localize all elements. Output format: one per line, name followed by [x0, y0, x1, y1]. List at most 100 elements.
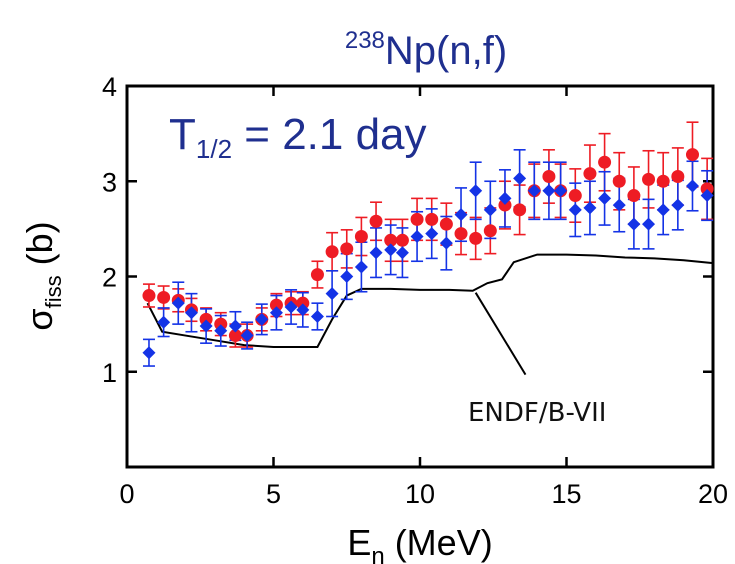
red-series-point	[142, 289, 156, 303]
red-series-point	[656, 174, 670, 188]
chart-title: 238Np(n,f)	[345, 27, 507, 73]
red-series-point	[454, 227, 468, 241]
blue-series-point	[513, 171, 527, 185]
blue-series-point	[199, 319, 213, 333]
x-axis-label-symbol: E	[347, 522, 371, 563]
x-tick-label: 20	[698, 479, 728, 509]
blue-series-point	[214, 324, 228, 338]
red-series-point	[612, 174, 626, 188]
blue-series-point	[700, 189, 714, 203]
red-series-point	[354, 229, 368, 243]
blue-series-point	[527, 184, 541, 198]
red-series-point	[157, 290, 171, 304]
x-axis-label: En (MeV)	[347, 522, 492, 564]
blue-series-point	[425, 227, 439, 241]
red-series-point	[228, 329, 242, 343]
red-series-point	[425, 212, 439, 226]
blue-series-point	[255, 312, 269, 326]
blue-series-point	[583, 201, 597, 215]
red-series-point	[395, 233, 409, 247]
red-series-point	[269, 298, 283, 312]
arrow-layer	[474, 292, 527, 376]
y-tick-label: 1	[102, 358, 117, 388]
half-life-annotation: T1/2 = 2.1 day	[169, 110, 427, 164]
x-axis-label-subscript: n	[371, 543, 384, 564]
blue-series-point	[296, 303, 310, 317]
blue-series-point	[142, 346, 156, 360]
red-series-point	[685, 148, 699, 162]
red-series-point	[671, 169, 685, 183]
y-axis-label-unit: (b)	[19, 221, 60, 275]
y-axis-label-symbol: σ	[19, 308, 60, 330]
blue-series-point	[157, 315, 171, 329]
y-tick-label: 2	[102, 263, 117, 293]
red-series-point	[498, 198, 512, 212]
blue-series-point	[656, 203, 670, 217]
y-axis-label-subscript: fiss	[41, 275, 66, 308]
blue-series-point	[554, 184, 568, 198]
blue-series-point	[395, 246, 409, 260]
red-series-point	[583, 167, 597, 181]
red-series-point	[627, 189, 641, 203]
blue-series-point	[410, 229, 424, 243]
red-series-point	[214, 317, 228, 331]
red-series-point	[410, 212, 424, 226]
red-series-point	[542, 169, 556, 183]
chart-title-main: Np(n,f)	[385, 29, 507, 73]
red-series-point	[439, 217, 453, 231]
chart-title-superscript: 238	[345, 27, 385, 54]
red-series-point	[642, 172, 656, 186]
blue-series-point	[612, 198, 626, 212]
blue-series-point	[598, 191, 612, 205]
red-series-point	[369, 214, 383, 228]
red-series-point	[325, 245, 339, 259]
x-tick-label: 0	[119, 479, 134, 509]
blue-series-point	[439, 236, 453, 250]
red-series-point	[199, 312, 213, 326]
half-life-prefix: T	[169, 110, 196, 159]
red-series-point	[384, 233, 398, 247]
y-axis-label: σfiss (b)	[19, 221, 66, 330]
blue-series-point	[568, 203, 582, 217]
red-series-point	[700, 182, 714, 196]
y-tick-label: 4	[102, 72, 117, 102]
red-series-point	[568, 189, 582, 203]
blue-series-point	[354, 260, 368, 274]
endf-label-pointer	[474, 292, 527, 376]
blue-series-point	[671, 198, 685, 212]
red-series-point	[310, 268, 324, 282]
blue-series-point	[310, 310, 324, 324]
blue-series-point	[284, 300, 298, 314]
x-axis-label-unit: (MeV)	[385, 522, 493, 563]
x-tick-label: 5	[266, 479, 281, 509]
endf-curve	[146, 253, 714, 348]
half-life-text: = 2.1 day	[232, 110, 426, 159]
x-tick-label: 15	[551, 479, 581, 509]
blue-series-point	[642, 217, 656, 231]
blue-series-point	[498, 191, 512, 205]
blue-series-point	[240, 329, 254, 343]
blue-series-point	[627, 217, 641, 231]
blue-series-point	[685, 179, 699, 193]
blue-series-point	[228, 319, 242, 333]
x-tick-label: 10	[405, 479, 435, 509]
red-series-point	[483, 224, 497, 238]
blue-series-point	[171, 296, 185, 310]
blue-series-point	[542, 184, 556, 198]
red-series-point	[513, 203, 527, 217]
blue-series-point	[269, 306, 283, 320]
marker-layer	[142, 148, 714, 360]
line-layer	[146, 253, 714, 348]
red-series-point	[296, 296, 310, 310]
ticks-layer: 0 5 10 15 20 1 2 3 4	[102, 72, 728, 509]
red-series-point	[469, 231, 483, 245]
blue-series-point	[483, 203, 497, 217]
blue-series-point	[454, 208, 468, 222]
blue-series-point	[184, 306, 198, 320]
half-life-subscript: 1/2	[196, 134, 232, 164]
y-tick-label: 3	[102, 167, 117, 197]
blue-series-point	[325, 287, 339, 301]
endf-label: ENDF/B-VII	[468, 398, 606, 428]
blue-series-point	[369, 246, 383, 260]
